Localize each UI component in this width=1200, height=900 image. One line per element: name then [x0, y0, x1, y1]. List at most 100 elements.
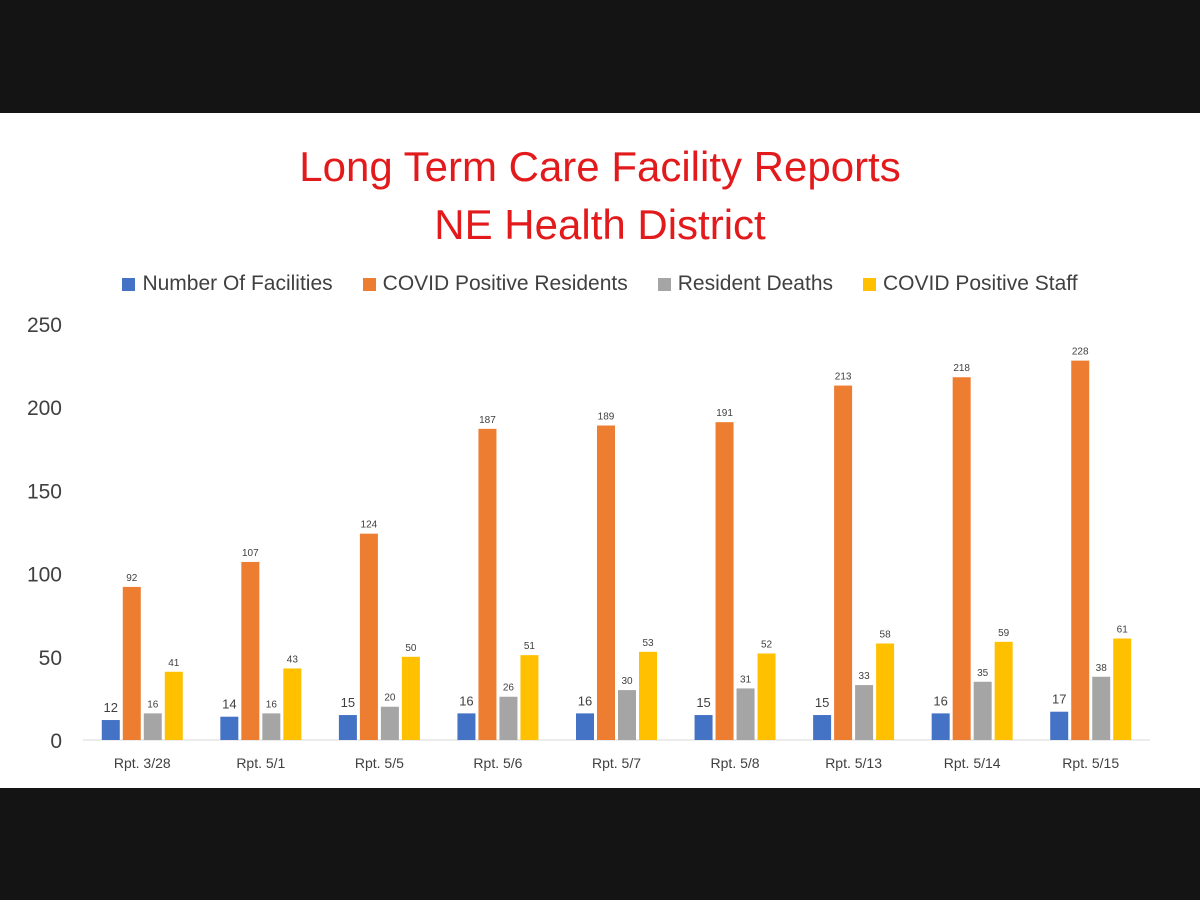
bar: [639, 651, 657, 740]
x-axis-ticks: Rpt. 3/28 Rpt. 5/1 Rpt. 5/5 Rpt. 5/6 Rpt. 5/…: [114, 755, 1119, 771]
bar-data-label: 191: [716, 408, 733, 419]
bar-data-label: 33: [859, 671, 871, 682]
bar-data-label: 15: [341, 695, 355, 710]
bar: [597, 425, 615, 740]
bar: [813, 715, 832, 740]
bar-data-label: 189: [598, 412, 615, 423]
legend-swatch-positive-staff: [863, 277, 877, 291]
legend-item-facilities: Number Of Facilities: [122, 272, 333, 296]
bar-data-label: 30: [621, 676, 633, 687]
bar-data-label: 51: [524, 641, 536, 652]
x-tick-label: Rpt. 5/14: [944, 755, 1001, 771]
bar: [834, 385, 853, 740]
bar-data-label: 16: [578, 693, 592, 708]
bar-data-label: 52: [761, 639, 773, 650]
bar-data-label: 16: [459, 693, 473, 708]
bar: [143, 713, 162, 740]
bar: [757, 653, 776, 740]
bar-data-label: 15: [696, 695, 710, 710]
bar: [262, 713, 281, 740]
x-tick-label: Rpt. 5/15: [1062, 755, 1119, 771]
legend-label-facilities: Number Of Facilities: [142, 272, 333, 295]
legend-label-positive-staff: COVID Positive Staff: [883, 272, 1078, 295]
bar-data-label: 53: [642, 638, 654, 649]
bar: [576, 713, 594, 740]
bar: [715, 422, 734, 740]
bar: [101, 720, 120, 740]
y-tick-label: 200: [27, 397, 62, 420]
legend-item-positive-residents: COVID Positive Residents: [362, 272, 628, 296]
bar: [1050, 711, 1069, 740]
bar: [1092, 676, 1111, 740]
bar-data-label: 35: [977, 668, 989, 679]
bar-data-label: 26: [503, 683, 515, 694]
bar: [478, 428, 497, 740]
bar-data-label: 228: [1072, 347, 1089, 358]
bar: [931, 713, 950, 740]
bar: [359, 533, 378, 740]
y-tick-label: 0: [50, 730, 62, 753]
bar-data-label: 41: [168, 658, 180, 669]
legend-item-positive-staff: COVID Positive Staff: [863, 272, 1078, 296]
bar: [457, 713, 476, 740]
bar-data-label: 43: [287, 654, 299, 665]
bar-data-label: 17: [1052, 692, 1066, 707]
bar-data-label: 31: [740, 674, 752, 685]
legend-item-resident-deaths: Resident Deaths: [657, 272, 834, 296]
bar: [122, 586, 141, 740]
legend: Number Of Facilities COVID Positive Resi…: [0, 270, 1200, 298]
chart-subtitle: NE Health District: [434, 201, 766, 248]
legend-swatch-positive-residents: [362, 277, 376, 291]
bar: [338, 715, 357, 740]
x-tick-label: Rpt. 5/6: [473, 755, 522, 771]
bar: [241, 561, 260, 740]
bar-data-label: 16: [933, 693, 947, 708]
bar: [694, 715, 713, 740]
bar-data-label: 61: [1117, 624, 1129, 635]
bar: [164, 671, 183, 740]
bar-data-label: 107: [242, 548, 259, 559]
bars: [101, 360, 1132, 740]
bar: [952, 377, 971, 740]
bar: [973, 681, 992, 740]
bar: [736, 688, 755, 740]
bar-data-label: 12: [104, 700, 118, 715]
bar: [401, 656, 420, 740]
bar-data-label: 14: [222, 697, 236, 712]
bar-data-label: 213: [835, 372, 852, 383]
bar-data-label: 59: [998, 628, 1010, 639]
legend-label-resident-deaths: Resident Deaths: [677, 272, 834, 295]
legend-swatch-facilities: [122, 277, 136, 291]
y-axis-ticks: 0 50 100 150 200 250: [27, 314, 62, 753]
bar-data-label: 218: [953, 363, 970, 374]
bar-data-label: 58: [880, 629, 892, 640]
bar: [855, 685, 874, 740]
bar: [1071, 360, 1090, 740]
bar-data-label: 50: [405, 643, 417, 654]
y-tick-label: 150: [27, 480, 62, 503]
bar: [1113, 638, 1132, 740]
bar-data-label: 92: [126, 573, 138, 584]
bar-data-label: 16: [266, 699, 278, 710]
bar: [380, 706, 399, 740]
bar: [618, 690, 636, 740]
bar-data-labels: 12 92 16 41 14 107 16 43 15 124 20 50 16 187 26 51 16 189…: [104, 347, 1129, 715]
x-tick-label: Rpt. 5/7: [592, 755, 641, 771]
y-tick-label: 250: [27, 314, 62, 337]
bar: [283, 668, 302, 740]
bar-data-label: 16: [147, 699, 159, 710]
bar-data-label: 15: [815, 695, 829, 710]
legend-swatch-resident-deaths: [657, 277, 671, 291]
bar: [520, 655, 539, 740]
x-tick-label: Rpt. 5/8: [711, 755, 760, 771]
x-tick-label: Rpt. 3/28: [114, 755, 171, 771]
legend-label-positive-residents: COVID Positive Residents: [382, 272, 628, 295]
x-tick-label: Rpt. 5/5: [355, 755, 404, 771]
bar-data-label: 124: [361, 520, 378, 531]
bar: [876, 643, 895, 740]
bar-data-label: 20: [384, 693, 396, 704]
chart-title: Long Term Care Facility Reports: [299, 143, 901, 190]
chart-title-block: Long Term Care Facility Reports NE Healt…: [0, 138, 1200, 254]
bar-data-label: 187: [479, 415, 496, 426]
